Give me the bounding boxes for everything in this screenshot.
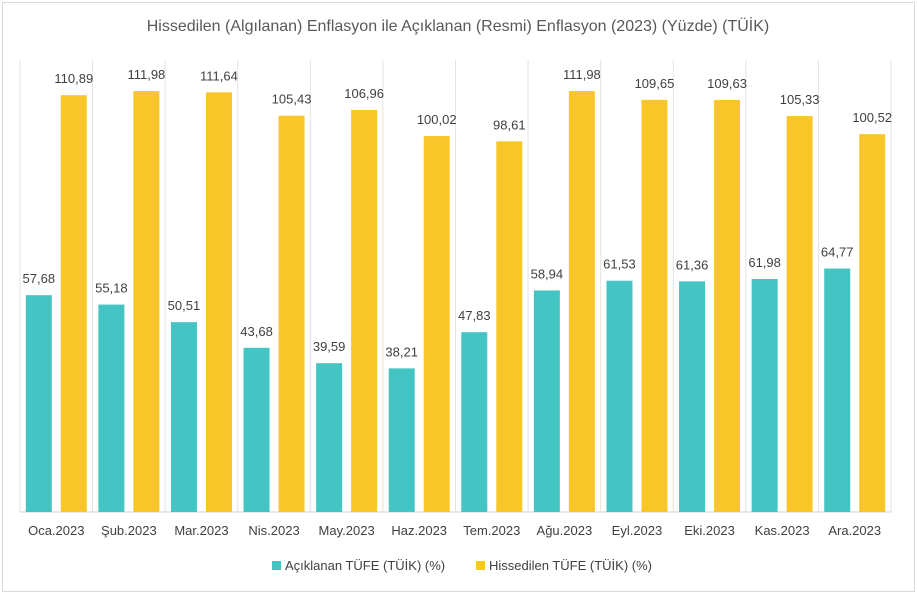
legend-label: Hissedilen TÜFE (TÜİK) (%) (489, 558, 652, 573)
data-label: 105,33 (780, 92, 820, 107)
bar-aciklanan (461, 332, 488, 512)
bars (25, 91, 886, 513)
x-tick-label: Eki.2023 (684, 523, 735, 538)
legend-swatch (476, 561, 485, 570)
bar-aciklanan (388, 368, 415, 512)
bar-hissedilen (568, 91, 595, 512)
bar-hissedilen (60, 95, 87, 512)
bar-aciklanan (751, 279, 778, 512)
x-tick-label: Tem.2023 (463, 523, 520, 538)
data-label: 111,64 (200, 68, 238, 83)
x-tick-label: Şub.2023 (101, 523, 157, 538)
bar-aciklanan (98, 304, 125, 512)
data-label: 64,77 (821, 245, 854, 260)
bar-aciklanan (606, 280, 633, 512)
x-tick-label: Mar.2023 (174, 523, 228, 538)
chart-title: Hissedilen (Algılanan) Enflasyon ile Açı… (147, 16, 769, 35)
bar-aciklanan (243, 347, 270, 512)
data-labels: 57,68 110,89 55,18 111,98 50,51 111,64 43,68 10… (23, 67, 893, 359)
data-label: 39,59 (313, 339, 346, 354)
data-label: 100,02 (417, 112, 457, 127)
x-tick-label: Ağu.2023 (537, 523, 593, 538)
data-label: 105,43 (272, 92, 312, 107)
data-label: 111,98 (563, 67, 601, 82)
x-tick-label: Kas.2023 (755, 523, 810, 538)
x-tick-label: Nis.2023 (248, 523, 299, 538)
data-label: 47,83 (458, 308, 491, 323)
bar-hissedilen (278, 115, 305, 512)
bar-aciklanan (170, 322, 197, 512)
bar-hissedilen (133, 91, 160, 512)
x-tick-label: May.2023 (319, 523, 375, 538)
bar-aciklanan (679, 281, 706, 512)
x-axis-tick-labels: Oca.2023 Şub.2023 Mar.2023 Nis.2023 May.2023… (28, 523, 881, 538)
bar-hissedilen (859, 134, 886, 512)
data-label: 109,65 (635, 76, 675, 91)
legend: Açıklanan TÜFE (TÜİK) (%) Hissedilen TÜFE… (272, 558, 652, 573)
bar-hissedilen (641, 99, 668, 512)
data-label: 55,18 (95, 281, 128, 296)
data-label: 61,36 (676, 257, 709, 272)
x-tick-label: Oca.2023 (28, 523, 84, 538)
bar-hissedilen (496, 141, 523, 513)
bar-aciklanan (316, 363, 343, 512)
bar-hissedilen (351, 109, 378, 512)
bar-hissedilen (423, 136, 450, 512)
data-label: 58,94 (531, 266, 564, 281)
grid-lines (19, 60, 892, 513)
data-label: 98,61 (493, 117, 526, 132)
data-label: 109,63 (707, 76, 747, 91)
x-tick-label: Eyl.2023 (612, 523, 663, 538)
data-label: 57,68 (23, 271, 56, 286)
data-label: 110,89 (54, 71, 93, 86)
data-label: 100,52 (852, 110, 892, 125)
x-tick-label: Ara.2023 (828, 523, 881, 538)
data-label: 43,68 (240, 324, 273, 339)
data-label: 61,98 (748, 255, 781, 270)
bar-hissedilen (205, 92, 232, 512)
legend-swatch (272, 561, 281, 570)
data-label: 106,96 (344, 86, 384, 101)
data-label: 61,53 (603, 257, 636, 272)
bar-hissedilen (714, 99, 741, 512)
bar-hissedilen (786, 116, 813, 512)
bar-aciklanan (25, 295, 52, 512)
legend-label: Açıklanan TÜFE (TÜİK) (%) (285, 558, 445, 573)
data-label: 111,98 (127, 67, 165, 82)
bar-aciklanan (533, 290, 560, 512)
data-label: 38,21 (385, 344, 418, 359)
data-label: 50,51 (168, 298, 201, 313)
bar-aciklanan (824, 268, 851, 512)
x-tick-label: Haz.2023 (391, 523, 447, 538)
